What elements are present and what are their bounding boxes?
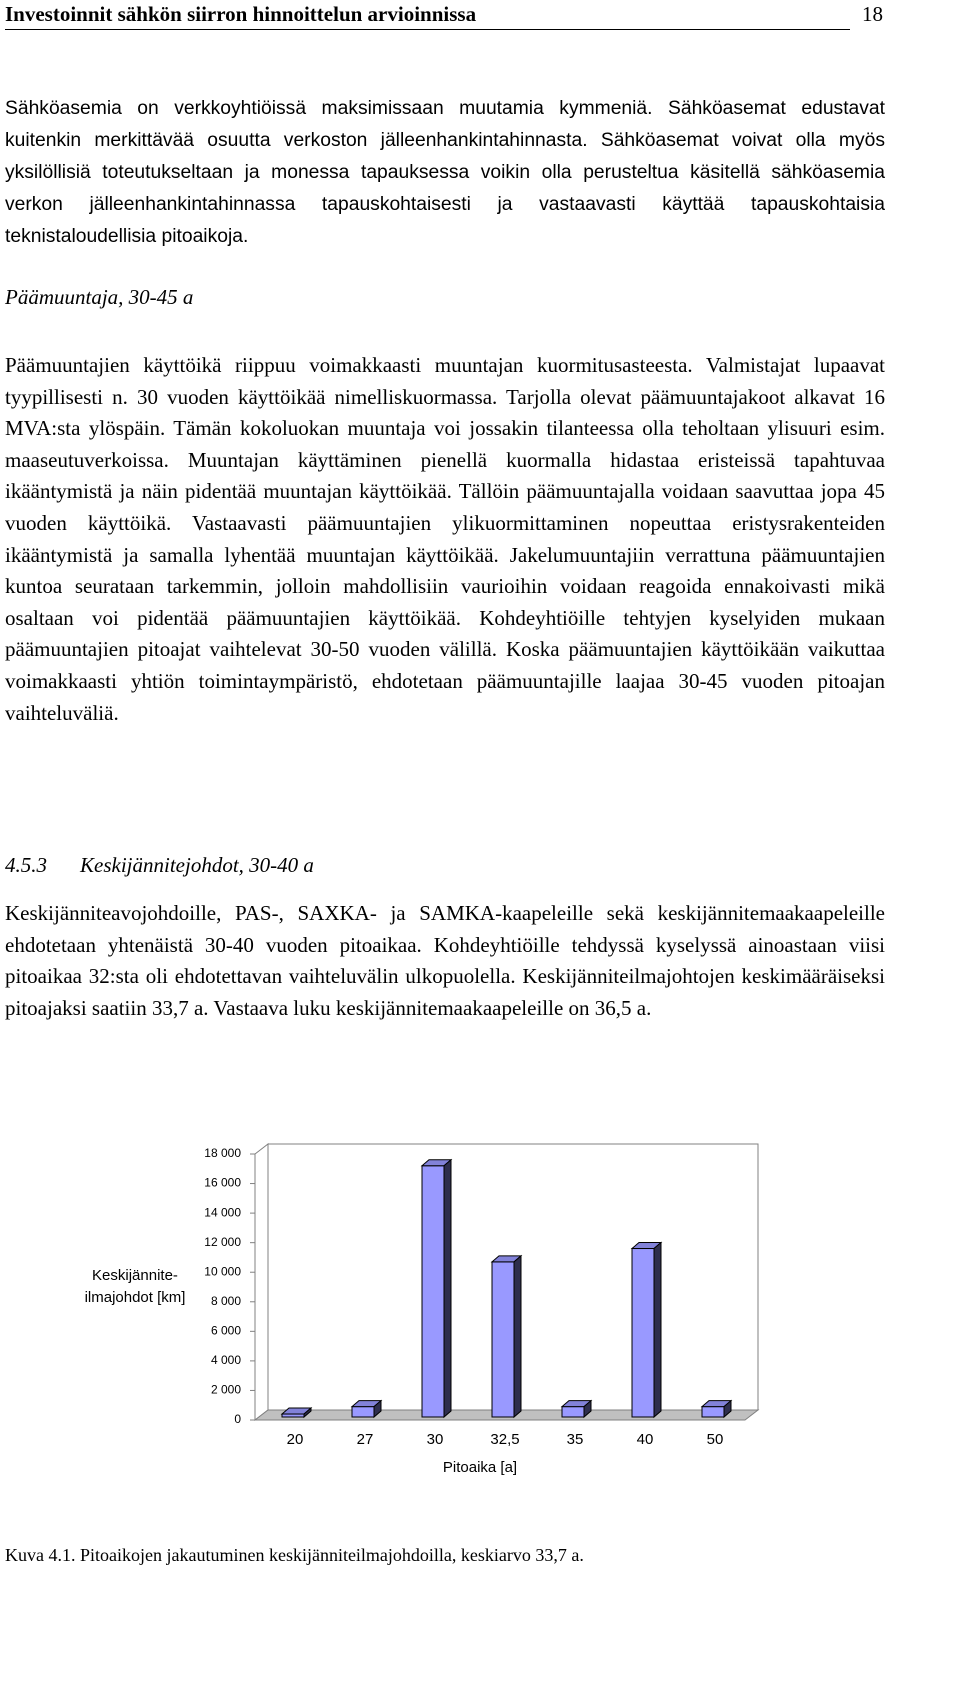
bar [560, 1399, 593, 1419]
bar-side [583, 1399, 592, 1419]
y-axis-label: Keskijännite- ilmajohdot [km] [84, 1267, 186, 1306]
section-heading: Päämuuntaja, 30-45 a [5, 285, 194, 309]
page-number: 18 [862, 2, 883, 26]
section-title: Keskijännitejohdot, 30-40 a [80, 853, 314, 877]
paragraph: Sähköasemia on verkkoyhtiöissä maksimiss… [5, 98, 885, 247]
y-tick-label: 18 000 [204, 1146, 241, 1160]
bar-side [513, 1254, 522, 1419]
y-tick-label: 2 000 [211, 1383, 241, 1397]
y-tick-label: 14 000 [204, 1205, 241, 1219]
section-number: 4.5.3 [5, 853, 47, 877]
y-tick-label: 8 000 [211, 1294, 241, 1308]
y-tick-label: 0 [234, 1412, 241, 1426]
y-tick-label: 12 000 [204, 1235, 241, 1249]
bar-side [373, 1399, 382, 1419]
bar-front [561, 1406, 585, 1418]
bar-front [491, 1261, 515, 1418]
x-tick-label: 40 [637, 1431, 654, 1448]
bar-front [421, 1165, 445, 1418]
side-wall [254, 1142, 269, 1422]
figure-caption: Kuva 4.1. Pitoaikojen jakautuminen keski… [5, 1545, 584, 1565]
bar [630, 1241, 663, 1419]
chart: Pitoaika [a] 0 2 000 4 000 6 000 8 000 10 000… [204, 1142, 760, 1476]
x-tick-label: 32,5 [490, 1431, 519, 1448]
x-tick-label: 27 [357, 1431, 374, 1448]
x-axis-label: Pitoaika [a] [443, 1459, 517, 1476]
section-heading: 4.5.3 Keskijännitejohdot, 30-40 a [5, 853, 314, 878]
y-tick-label: 6 000 [211, 1324, 241, 1338]
y-tick-label: 4 000 [211, 1353, 241, 1367]
header-title: Investoinnit sähkön siirron hinnoittelun… [5, 2, 850, 30]
x-tick-label: 50 [707, 1431, 724, 1448]
x-tick-label: 35 [567, 1431, 584, 1448]
bar [490, 1254, 523, 1419]
bar-front [351, 1406, 375, 1418]
y-tick-label: 10 000 [204, 1264, 241, 1278]
bar-side [443, 1158, 452, 1419]
bar-side [723, 1399, 732, 1419]
paragraph: Keskijänniteavojohdoille, PAS-, SAXKA- j… [5, 901, 885, 1020]
paragraph: Päämuuntajien käyttöikä riippuu voimakka… [5, 353, 885, 725]
y-tick-label: 16 000 [204, 1176, 241, 1190]
bar [420, 1158, 453, 1419]
bar [280, 1406, 313, 1419]
bar [350, 1399, 383, 1419]
x-tick-label: 30 [427, 1431, 444, 1448]
bar-front [631, 1248, 655, 1418]
bar-front [701, 1406, 725, 1418]
bar-side [653, 1241, 662, 1419]
bar [700, 1399, 733, 1419]
x-tick-label: 20 [287, 1431, 304, 1448]
bar-side [303, 1406, 312, 1419]
